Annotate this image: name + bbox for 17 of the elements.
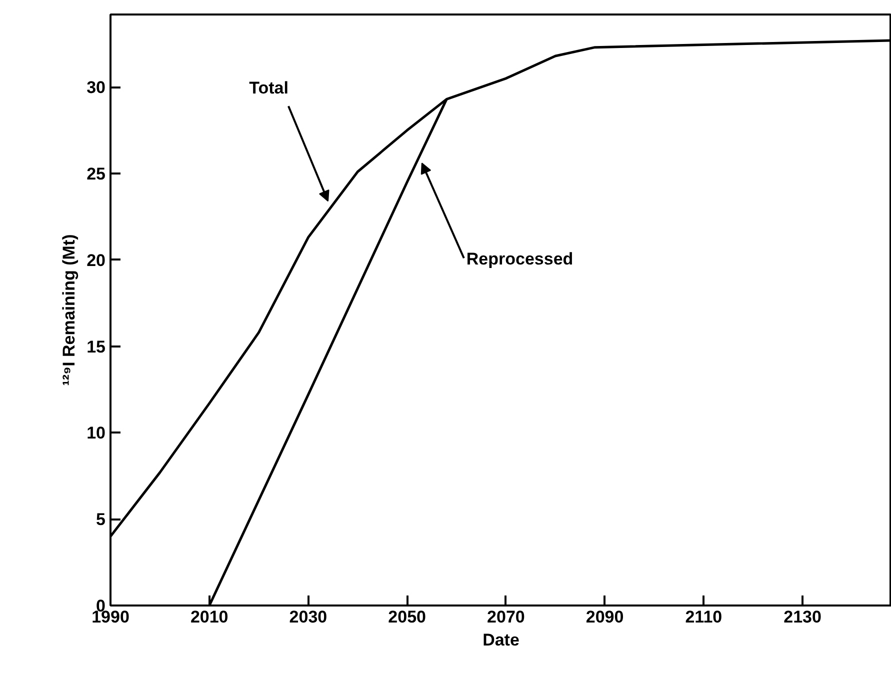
y-tick-label: 5 bbox=[96, 510, 106, 530]
y-axis-title: ¹²⁹I Remaining (Mt) bbox=[60, 234, 79, 386]
y-tick-label: 30 bbox=[86, 78, 106, 98]
x-tick-label: 2070 bbox=[487, 608, 525, 626]
x-tick-label: 2010 bbox=[190, 608, 228, 626]
annotation: Total bbox=[249, 78, 288, 98]
x-axis-title: Date bbox=[482, 630, 520, 650]
x-tick-label: 2050 bbox=[388, 608, 426, 626]
x-tick-label: 2090 bbox=[586, 608, 624, 626]
y-tick-label: 10 bbox=[86, 424, 106, 443]
y-tick-label: 15 bbox=[86, 337, 106, 356]
y-tick-label: 25 bbox=[86, 164, 106, 184]
y-tick-label: 20 bbox=[86, 250, 106, 270]
x-tick-label: 2130 bbox=[784, 608, 822, 626]
x-tick-label: 2110 bbox=[685, 608, 722, 626]
x-tick-label: 2030 bbox=[289, 608, 328, 626]
annotation: Reprocessed bbox=[466, 250, 574, 269]
